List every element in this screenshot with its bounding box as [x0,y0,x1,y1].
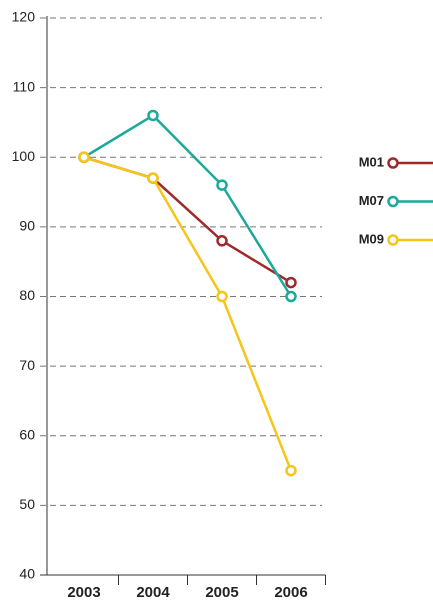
x-tick-label: 2003 [67,584,100,601]
y-tick-label: 110 [13,78,36,94]
series-line [83,113,293,298]
series-line [83,156,292,284]
data-point [147,172,159,184]
legend-marker [387,157,399,169]
y-tick-label: 120 [12,9,36,25]
x-tick-label: 2005 [205,584,238,601]
legend-marker [387,195,399,208]
data-point [216,179,228,191]
data-point [285,290,297,303]
data-point [285,276,297,289]
y-tick-label: 80 [19,287,35,303]
data-point [147,109,159,122]
data-point [285,464,297,477]
y-tick-label: 70 [19,357,35,373]
data-point [78,151,90,163]
y-tick-label: 50 [19,496,35,512]
x-tick-label: 2004 [136,584,170,601]
y-tick-label: 90 [19,218,35,234]
y-tick-label: 100 [12,148,36,164]
x-tick-label: 2006 [274,584,307,601]
series-line [83,156,293,472]
legend-label: M07 [359,193,384,208]
y-tick-label: 60 [19,426,35,442]
y-tick-label: 40 [19,566,35,582]
data-point [216,235,228,247]
legend-label: M09 [359,231,384,246]
legend-marker [387,234,399,246]
data-point [216,290,228,303]
legend-label: M01 [359,154,384,169]
